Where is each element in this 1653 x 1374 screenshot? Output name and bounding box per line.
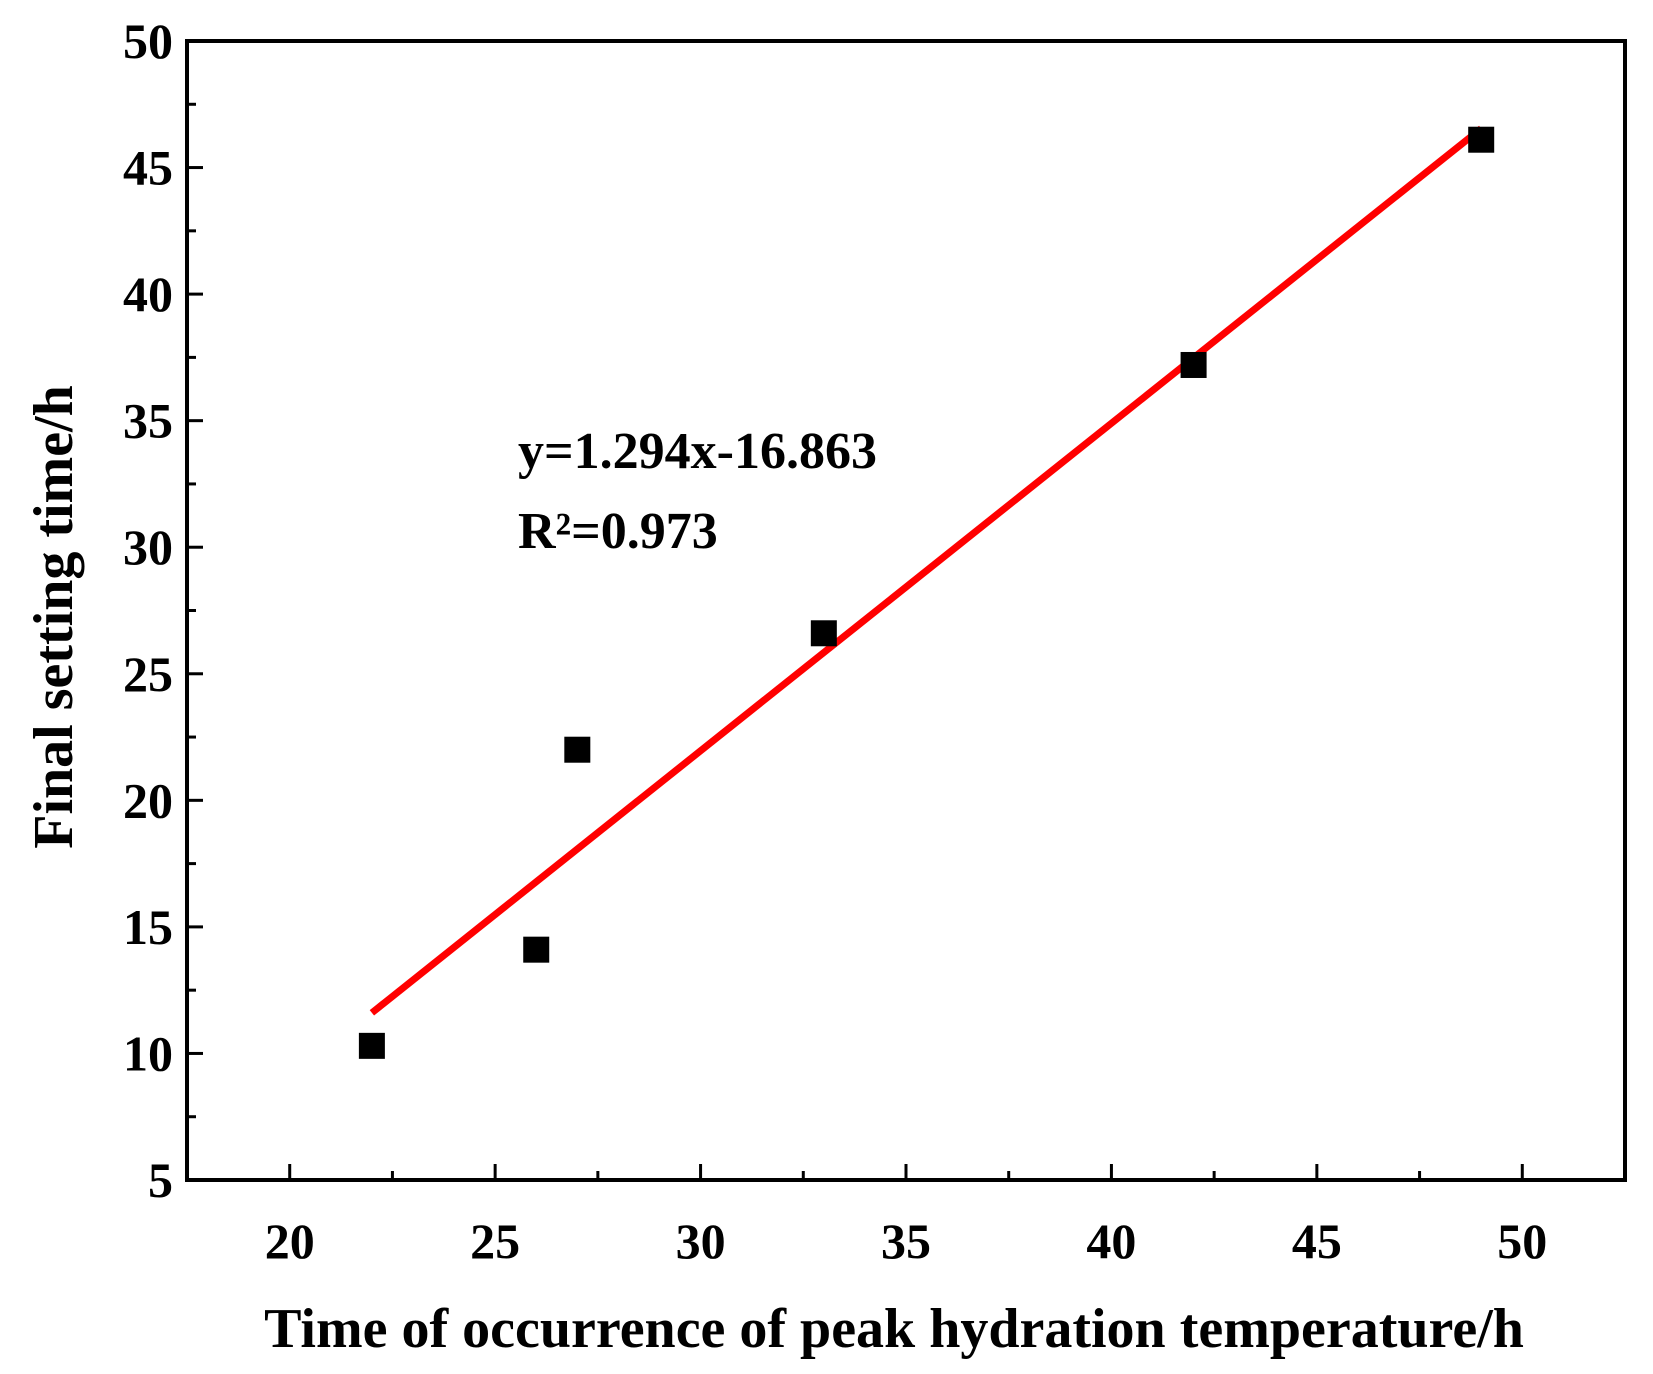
x-tick-label: 25 <box>470 1213 520 1269</box>
minor-ticks <box>187 102 1422 1180</box>
plot-frame <box>185 39 1627 1182</box>
y-tick-label: 20 <box>123 772 173 828</box>
x-tick-label: 35 <box>881 1213 931 1269</box>
r-squared-annotation: R²=0.973 <box>518 503 718 560</box>
y-tick-label: 15 <box>123 899 173 955</box>
x-tick-label: 45 <box>1292 1213 1342 1269</box>
y-tick-label: 25 <box>123 646 173 702</box>
y-axis-title: Final setting time/h <box>23 385 85 849</box>
linear-fit-line <box>369 125 1484 1016</box>
x-tick-labels: 20 25 30 35 40 45 50 <box>265 1213 1548 1269</box>
x-tick-label: 50 <box>1497 1213 1547 1269</box>
major-ticks <box>187 39 1524 1182</box>
data-point-square <box>523 936 550 963</box>
y-tick-label: 10 <box>123 1025 173 1081</box>
x-axis-title: Time of occurrence of peak hydration tem… <box>264 1298 1524 1360</box>
y-tick-label: 50 <box>123 13 173 69</box>
data-point-square <box>1468 126 1495 153</box>
data-point-square <box>358 1032 385 1059</box>
y-tick-label: 40 <box>123 266 173 322</box>
y-tick-label: 35 <box>123 393 173 449</box>
x-tick-label: 20 <box>265 1213 315 1269</box>
fit-equation-annotation: y=1.294x-16.863 <box>518 423 877 480</box>
data-point-square <box>1180 351 1207 378</box>
data-point-square <box>564 736 591 763</box>
x-tick-label: 30 <box>676 1213 726 1269</box>
y-tick-label: 5 <box>148 1152 173 1208</box>
x-tick-label: 40 <box>1086 1213 1136 1269</box>
data-points <box>358 126 1495 1059</box>
y-tick-labels: 5 10 15 20 25 30 35 40 45 50 <box>123 13 173 1208</box>
y-tick-label: 45 <box>123 140 173 196</box>
data-point-square <box>810 620 837 647</box>
y-tick-label: 30 <box>123 519 173 575</box>
